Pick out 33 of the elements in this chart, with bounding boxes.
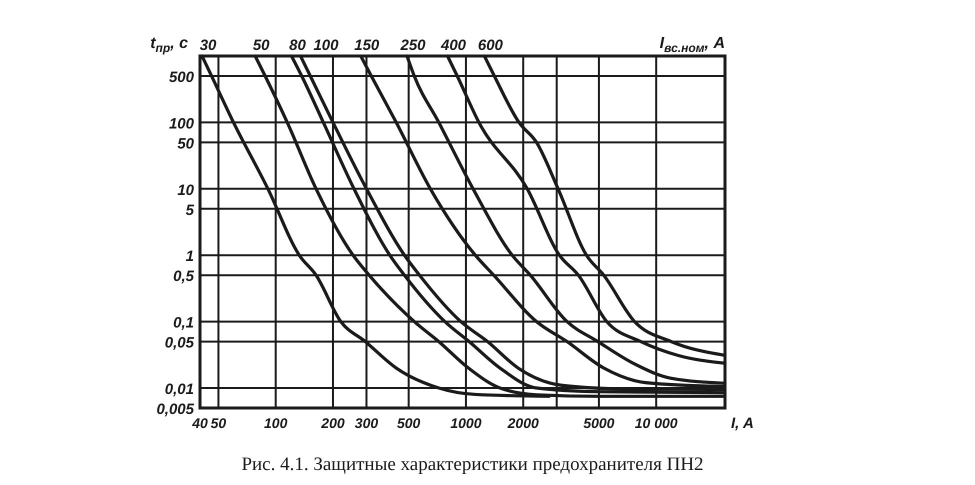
y-tick-label: 1 (186, 248, 194, 266)
y-tick-label: 50 (177, 135, 195, 152)
x-tick-label: 1000 (450, 415, 482, 431)
series-label: 100 (313, 37, 340, 54)
x-tick-label: 5000 (583, 415, 615, 431)
text: Рис. 4.1. Защитные характеристики предохранителя ПН2 (241, 454, 704, 475)
series-label: 600 (478, 37, 504, 54)
y-tick-label: 100 (168, 115, 195, 132)
x-tick-label: 40 (191, 415, 208, 431)
x-tick-label: 200 (320, 415, 345, 431)
x-tick-label: 50 (210, 415, 226, 431)
x-tick-label: 10 000 (634, 415, 678, 431)
series-label: 250 (399, 37, 426, 54)
series-label: 30 (200, 37, 218, 54)
x-tick-label: 100 (264, 415, 288, 431)
x-axis-title: I, A (731, 415, 754, 432)
y-tick-label: 0,01 (164, 381, 194, 398)
y-tick-label: 0,5 (173, 268, 195, 286)
y-tick-label: 0,1 (173, 314, 194, 332)
y-tick-label: 500 (168, 68, 195, 86)
series-label: 150 (354, 37, 380, 54)
y-tick-label: 0,05 (164, 334, 195, 352)
y-axis-title: t$_{пр}$, с (150, 35, 188, 55)
y-tick-label: 5 (186, 202, 195, 219)
x-tick-label: 500 (396, 415, 421, 431)
y-tick-label: 0,005 (156, 401, 195, 418)
x-tick-label: 300 (354, 415, 378, 431)
series-label: 400 (440, 37, 467, 54)
series-label: 50 (252, 37, 270, 54)
text: I$_{вс.ном}$, A (660, 35, 725, 55)
series-label: 80 (289, 37, 306, 54)
y-tick-label: 10 (177, 182, 195, 199)
x-tick-label: 2000 (506, 415, 539, 431)
